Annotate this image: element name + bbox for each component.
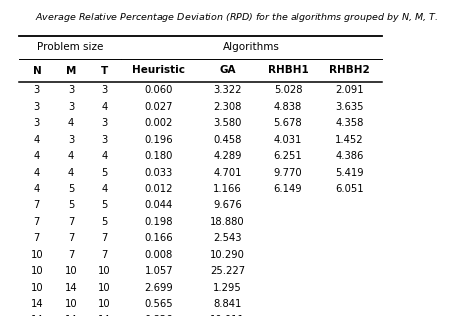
Text: 7: 7 <box>68 217 74 227</box>
Text: RHBH2: RHBH2 <box>329 65 370 75</box>
Text: 8.841: 8.841 <box>213 299 242 309</box>
Text: 4.031: 4.031 <box>274 135 302 145</box>
Text: 3: 3 <box>68 85 74 95</box>
Text: 10: 10 <box>98 299 110 309</box>
Text: 5.419: 5.419 <box>335 167 364 178</box>
Text: 3: 3 <box>101 85 108 95</box>
Text: 14: 14 <box>30 299 43 309</box>
Text: Heuristic: Heuristic <box>132 65 185 75</box>
Text: 3.580: 3.580 <box>213 118 242 128</box>
Text: 1.057: 1.057 <box>145 266 173 276</box>
Text: 7: 7 <box>68 233 74 243</box>
Text: GA: GA <box>219 65 236 75</box>
Text: 5: 5 <box>68 184 74 194</box>
Text: 14: 14 <box>30 315 43 316</box>
Text: 3: 3 <box>101 118 108 128</box>
Text: 5: 5 <box>101 217 108 227</box>
Text: 0.044: 0.044 <box>145 200 173 210</box>
Text: 10: 10 <box>65 299 77 309</box>
Text: $\mathbf{T}$: $\mathbf{T}$ <box>100 64 109 76</box>
Text: 4.386: 4.386 <box>336 151 364 161</box>
Text: 3: 3 <box>34 118 40 128</box>
Text: 4.701: 4.701 <box>213 167 242 178</box>
Text: 5.028: 5.028 <box>273 85 302 95</box>
Text: 6.051: 6.051 <box>335 184 364 194</box>
Text: 4: 4 <box>101 151 108 161</box>
Text: 5: 5 <box>101 167 108 178</box>
Text: 4.289: 4.289 <box>213 151 242 161</box>
Text: 0.060: 0.060 <box>145 85 173 95</box>
Text: 5.678: 5.678 <box>273 118 302 128</box>
Text: 1.166: 1.166 <box>213 184 242 194</box>
Text: 0.012: 0.012 <box>145 184 173 194</box>
Text: 7: 7 <box>34 233 40 243</box>
Text: 4: 4 <box>34 135 40 145</box>
Text: 10.290: 10.290 <box>210 250 245 260</box>
Text: 3: 3 <box>34 102 40 112</box>
Text: 10: 10 <box>30 283 43 293</box>
Text: 6.251: 6.251 <box>273 151 302 161</box>
Text: 4: 4 <box>34 184 40 194</box>
Text: Average Relative Percentage Deviation (RPD) for the algorithms grouped by $N$, $: Average Relative Percentage Deviation (R… <box>36 11 438 24</box>
Text: 4: 4 <box>68 118 74 128</box>
Text: 4: 4 <box>68 167 74 178</box>
Text: 0.002: 0.002 <box>145 118 173 128</box>
Text: 4: 4 <box>101 102 108 112</box>
Text: 10: 10 <box>98 283 110 293</box>
Text: 3.322: 3.322 <box>213 85 242 95</box>
Text: 4: 4 <box>101 184 108 194</box>
Text: 0.027: 0.027 <box>145 102 173 112</box>
Text: 10.011: 10.011 <box>210 315 245 316</box>
Text: $\mathbf{N}$: $\mathbf{N}$ <box>32 64 42 76</box>
Text: 4: 4 <box>34 167 40 178</box>
Text: 0.196: 0.196 <box>145 135 173 145</box>
Text: RHBH1: RHBH1 <box>268 65 308 75</box>
Text: 10: 10 <box>65 266 77 276</box>
Text: $\mathbf{M}$: $\mathbf{M}$ <box>65 64 77 76</box>
Text: 2.699: 2.699 <box>145 283 173 293</box>
Text: 14: 14 <box>98 315 110 316</box>
Text: 5: 5 <box>68 200 74 210</box>
Text: 0.565: 0.565 <box>145 299 173 309</box>
Text: 25.227: 25.227 <box>210 266 245 276</box>
Text: 6.149: 6.149 <box>273 184 302 194</box>
Text: 3: 3 <box>68 102 74 112</box>
Text: 14: 14 <box>65 283 77 293</box>
Text: 3: 3 <box>34 85 40 95</box>
Text: Algorithms: Algorithms <box>223 42 280 52</box>
Text: 10: 10 <box>30 266 43 276</box>
Text: 10: 10 <box>30 250 43 260</box>
Text: 1.295: 1.295 <box>213 283 242 293</box>
Text: 0.198: 0.198 <box>145 217 173 227</box>
Text: 10: 10 <box>98 266 110 276</box>
Text: 0.033: 0.033 <box>145 167 173 178</box>
Text: 0.836: 0.836 <box>145 315 173 316</box>
Text: 7: 7 <box>34 217 40 227</box>
Text: 2.543: 2.543 <box>213 233 242 243</box>
Text: 2.308: 2.308 <box>213 102 242 112</box>
Text: 7: 7 <box>68 250 74 260</box>
Text: 18.880: 18.880 <box>210 217 245 227</box>
Text: 0.180: 0.180 <box>145 151 173 161</box>
Text: 9.676: 9.676 <box>213 200 242 210</box>
Text: 0.458: 0.458 <box>213 135 242 145</box>
Text: 9.770: 9.770 <box>273 167 302 178</box>
Text: 4.358: 4.358 <box>336 118 364 128</box>
Text: 2.091: 2.091 <box>335 85 364 95</box>
Text: 7: 7 <box>101 233 108 243</box>
Text: 3: 3 <box>68 135 74 145</box>
Text: 4: 4 <box>34 151 40 161</box>
Text: 3.635: 3.635 <box>335 102 364 112</box>
Text: Problem size: Problem size <box>36 42 103 52</box>
Text: 3: 3 <box>101 135 108 145</box>
Text: 4: 4 <box>68 151 74 161</box>
Text: 7: 7 <box>101 250 108 260</box>
Text: 0.008: 0.008 <box>145 250 173 260</box>
Text: 14: 14 <box>65 315 77 316</box>
Text: 7: 7 <box>34 200 40 210</box>
Text: 4.838: 4.838 <box>274 102 302 112</box>
Text: 0.166: 0.166 <box>145 233 173 243</box>
Text: 1.452: 1.452 <box>335 135 364 145</box>
Text: 5: 5 <box>101 200 108 210</box>
